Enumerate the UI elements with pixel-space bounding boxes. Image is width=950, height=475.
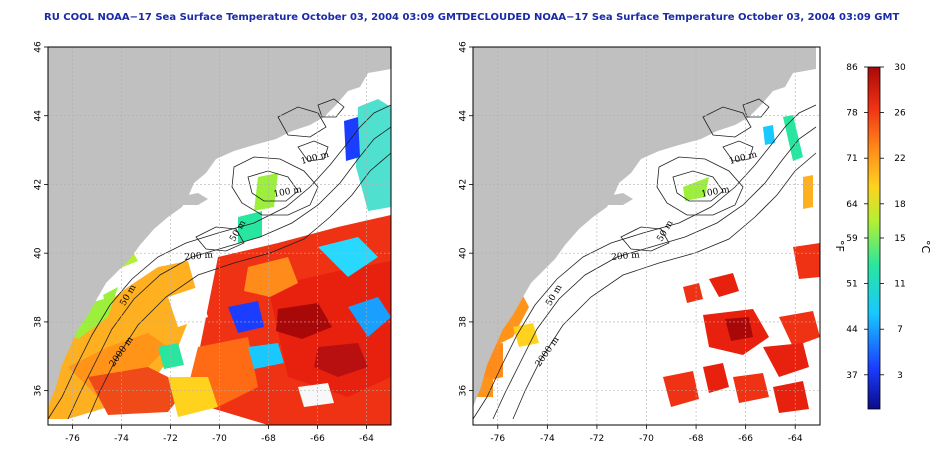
- map-right-y-tick-label: 36: [459, 385, 469, 397]
- colorbar-celsius-unit: °C: [919, 240, 932, 254]
- colorbar-fahrenheit-tick: 37: [846, 371, 857, 381]
- map-right-y-tick-label: 38: [459, 316, 469, 328]
- map-left-y-tick-label: 38: [34, 316, 44, 328]
- map-right-contour-label: 200 m: [611, 250, 641, 262]
- colorbar-celsius-tick: 30: [894, 63, 906, 73]
- colorbar-fahrenheit-tick: 59: [846, 234, 858, 244]
- map-right-y-tick-label: 42: [459, 179, 469, 190]
- map-left-y-tick-label: 46: [34, 41, 44, 53]
- map-left-title: RU COOL NOAA−17 Sea Surface Temperature …: [44, 12, 463, 23]
- map-right-x-tick-label: -64: [788, 434, 803, 444]
- colorbar-celsius-tick: 3: [897, 371, 903, 381]
- colorbar-fahrenheit-tick: 71: [846, 154, 857, 164]
- map-right-title: DECLOUDED NOAA−17 Sea Surface Temperatur…: [462, 12, 900, 23]
- map-left-contour-label: 100 m: [273, 185, 303, 200]
- map-left-x-tick-label: -68: [261, 434, 276, 444]
- colorbar-fahrenheit-tick: 86: [846, 63, 858, 73]
- map-right-x-tick-label: -66: [738, 434, 753, 444]
- map-left-y-tick-label: 44: [34, 110, 44, 122]
- colorbar-celsius-tick: 26: [894, 109, 906, 119]
- map-right-x-tick-label: -76: [490, 434, 505, 444]
- map-left-x-tick-label: -72: [163, 434, 178, 444]
- colorbar-celsius-tick: 15: [894, 234, 905, 244]
- colorbar-fahrenheit-tick: 51: [846, 280, 857, 290]
- map-left-x-tick-label: -64: [359, 434, 374, 444]
- map-right-x-tick-label: -68: [689, 434, 704, 444]
- map-right-x-tick-label: -74: [540, 434, 555, 444]
- map-right-y-tick-label: 44: [459, 110, 469, 122]
- colorbar-fahrenheit-tick: 44: [846, 325, 858, 335]
- colorbar-gradient: [867, 66, 881, 410]
- map-right-contour-label: 100 m: [701, 185, 731, 200]
- colorbar-celsius-tick: 11: [894, 280, 905, 290]
- map-left-x-tick-label: -70: [212, 434, 227, 444]
- map-left-x-tick-label: -74: [114, 434, 129, 444]
- map-right-x-tick-label: -72: [590, 434, 605, 444]
- map-right-x-tick-label: -70: [639, 434, 654, 444]
- colorbar-celsius-tick: 7: [897, 325, 903, 335]
- map-left-y-tick-label: 42: [34, 179, 44, 190]
- colorbar-celsius-tick: 22: [894, 154, 905, 164]
- colorbar-fahrenheit-tick: 64: [846, 200, 858, 210]
- colorbar-fahrenheit-tick: 78: [846, 109, 858, 119]
- colorbar-fahrenheit-unit: °F: [833, 240, 846, 252]
- map-left-y-tick-label: 36: [34, 385, 44, 397]
- map-right-y-tick-label: 40: [459, 247, 469, 259]
- map-left-x-tick-label: -66: [310, 434, 325, 444]
- map-left-contour-label: 200 m: [184, 250, 214, 262]
- map-right-y-tick-label: 46: [459, 41, 469, 53]
- colorbar-celsius-tick: 18: [894, 200, 906, 210]
- map-left-x-tick-label: -76: [65, 434, 80, 444]
- map-left-y-tick-label: 40: [34, 247, 44, 259]
- colorbar: 30 86 26 78 22 71 18 64 15 59 11 51 7 44 3 37 °F °C: [833, 63, 932, 410]
